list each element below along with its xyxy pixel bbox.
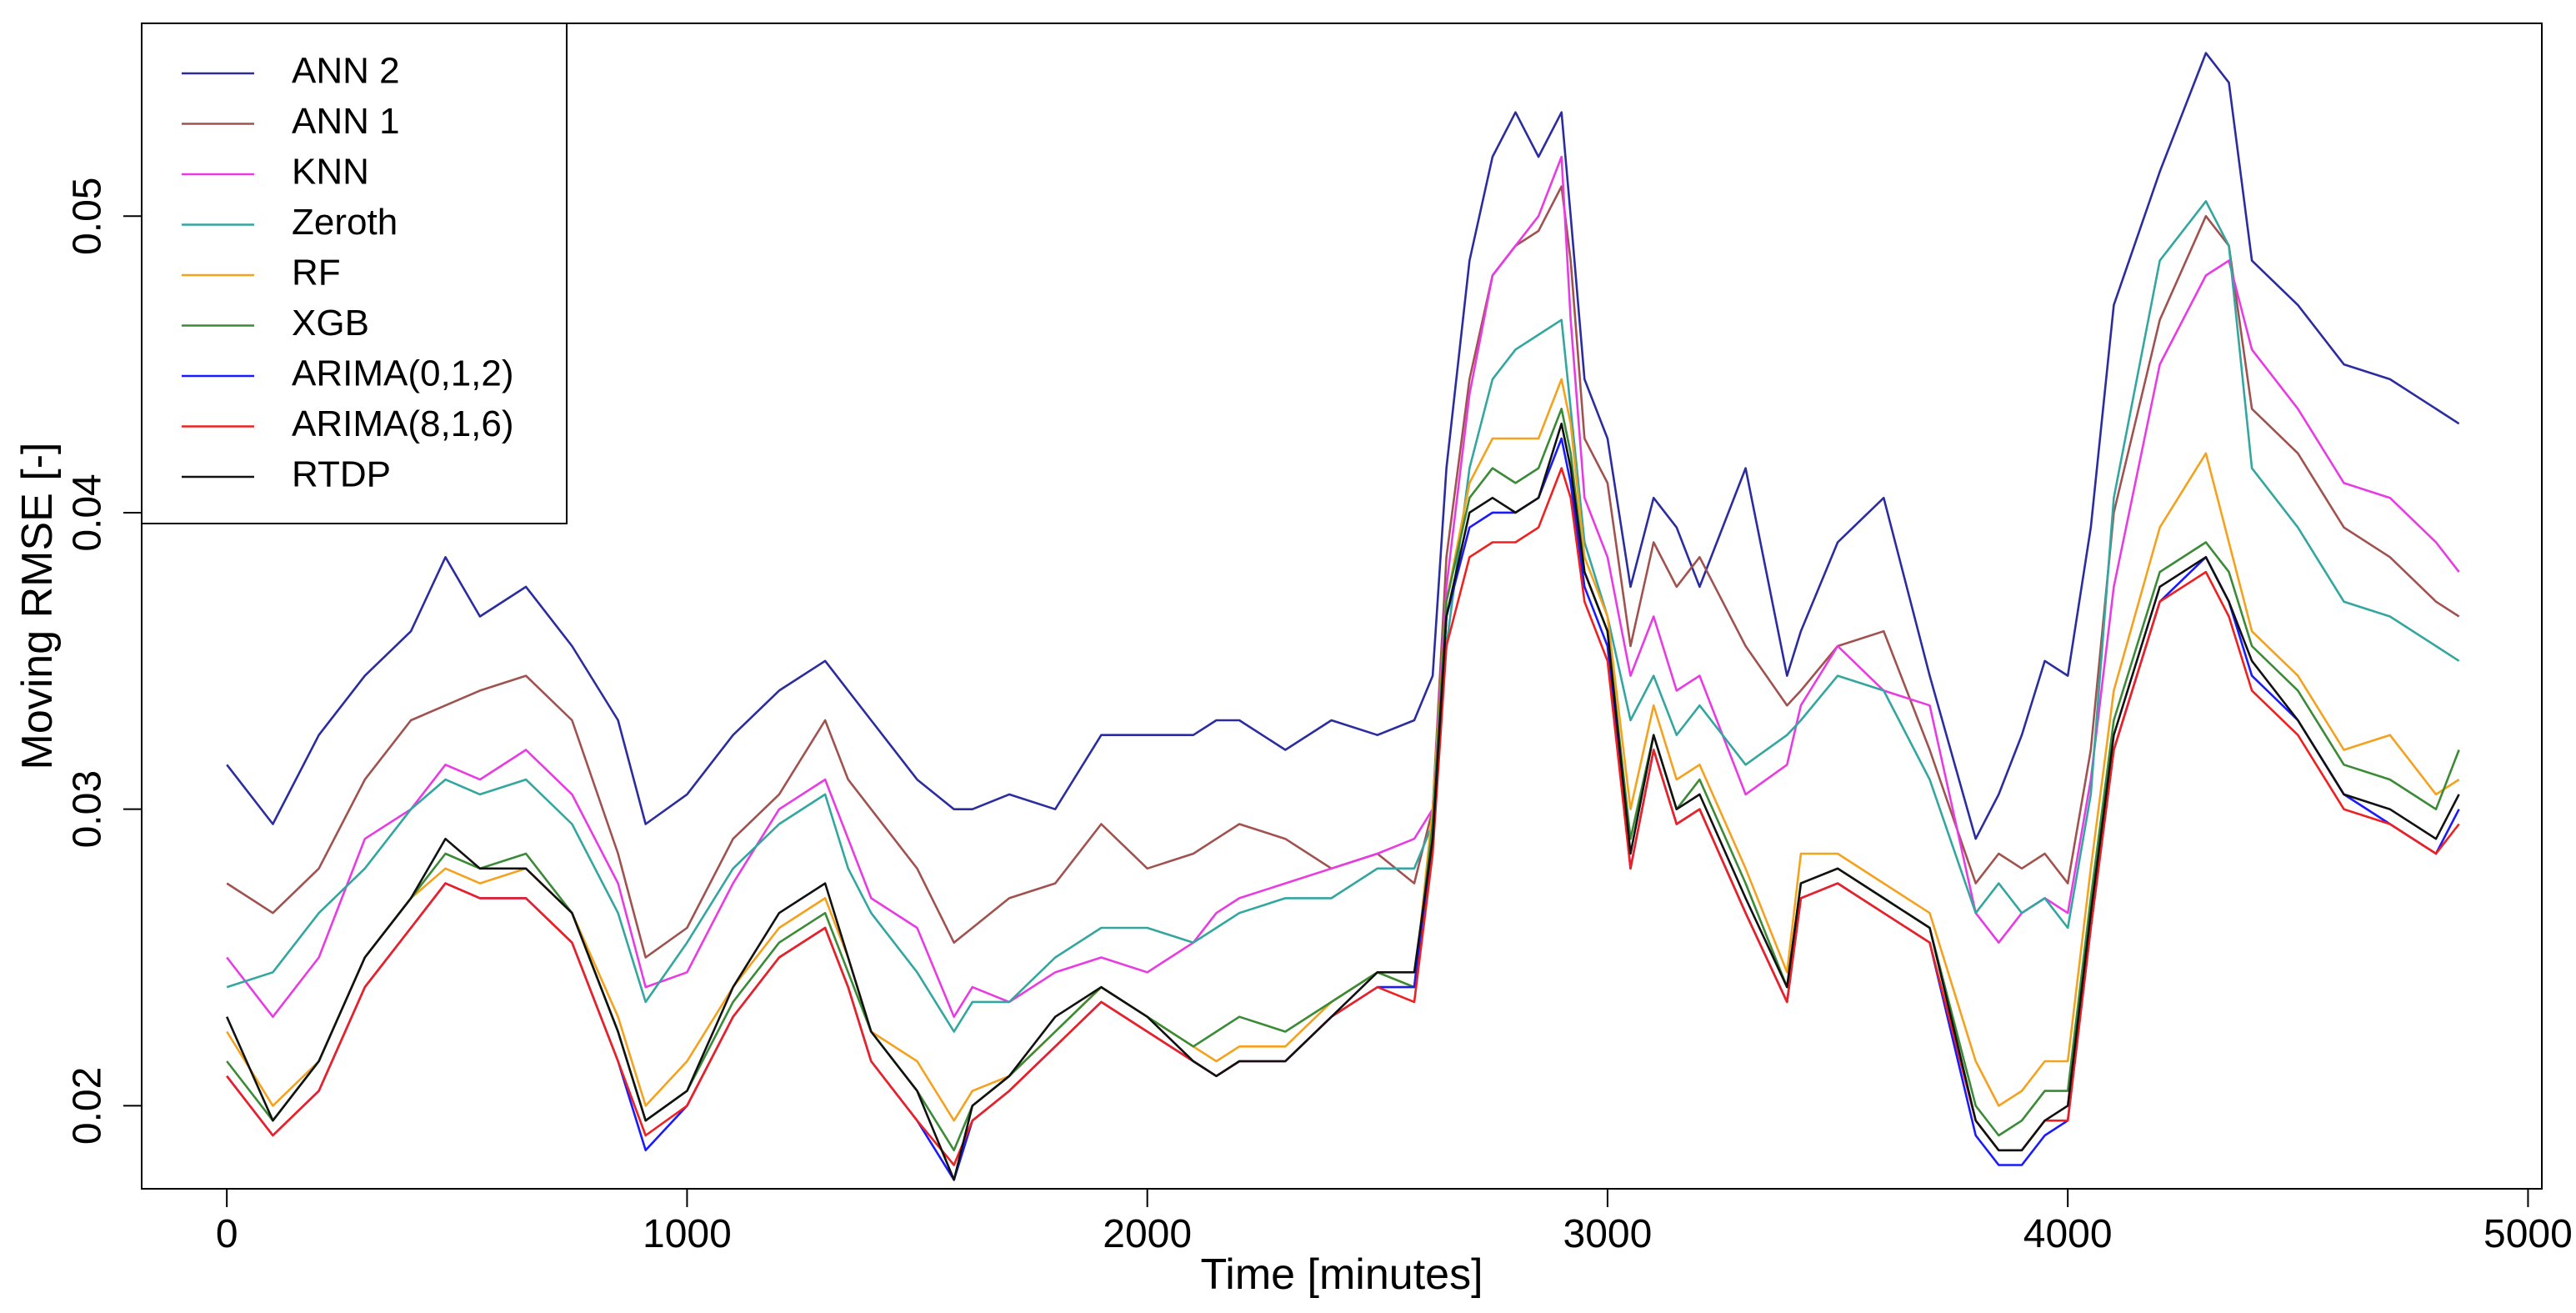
x-tick-label: 2000 [1103, 1212, 1192, 1256]
x-tick-label: 1000 [643, 1212, 732, 1256]
series-layer [226, 52, 2460, 1181]
series-line-2 [226, 155, 2460, 1018]
series-line-1 [226, 185, 2460, 959]
series-line-4 [226, 378, 2460, 1122]
series-line-3 [226, 200, 2460, 1033]
x-tick-label: 4000 [2023, 1212, 2113, 1256]
legend: ANN 2 ANN 1 KNN Zeroth RF XGB ARIMA(0,1,2) ARIM… [141, 23, 568, 524]
x-tick-label: 3000 [1563, 1212, 1653, 1256]
y-axis: 0.02 0.03 0.04 0.05 [66, 178, 143, 1145]
legend-label: ANN 2 [292, 51, 400, 92]
series-line-8 [226, 422, 2460, 1181]
y-axis-label: Moving RMSE [-] [13, 443, 62, 770]
x-axis-label: Time [minutes] [1200, 1250, 1483, 1299]
series-line-7 [226, 467, 2460, 1166]
legend-box [141, 23, 568, 524]
legend-label: KNN [292, 152, 369, 193]
y-tick-label: 0.03 [66, 770, 110, 848]
x-axis: 0 1000 2000 3000 4000 5000 [216, 1188, 2573, 1256]
legend-label: RTDP [292, 454, 391, 495]
legend-label: XGB [292, 303, 369, 343]
y-tick-label: 0.05 [66, 178, 110, 255]
x-tick-label: 5000 [2483, 1212, 2573, 1256]
legend-label: ARIMA(8,1,6) [292, 403, 514, 444]
y-tick-label: 0.04 [66, 474, 110, 551]
x-tick-label: 0 [216, 1212, 238, 1256]
series-line-0 [226, 52, 2460, 840]
legend-label: ANN 1 [292, 101, 400, 142]
legend-label: Zeroth [292, 202, 398, 243]
legend-label: ARIMA(0,1,2) [292, 353, 514, 394]
y-tick-label: 0.02 [66, 1067, 110, 1145]
series-line-6 [226, 437, 2460, 1181]
legend-label: RF [292, 253, 341, 293]
